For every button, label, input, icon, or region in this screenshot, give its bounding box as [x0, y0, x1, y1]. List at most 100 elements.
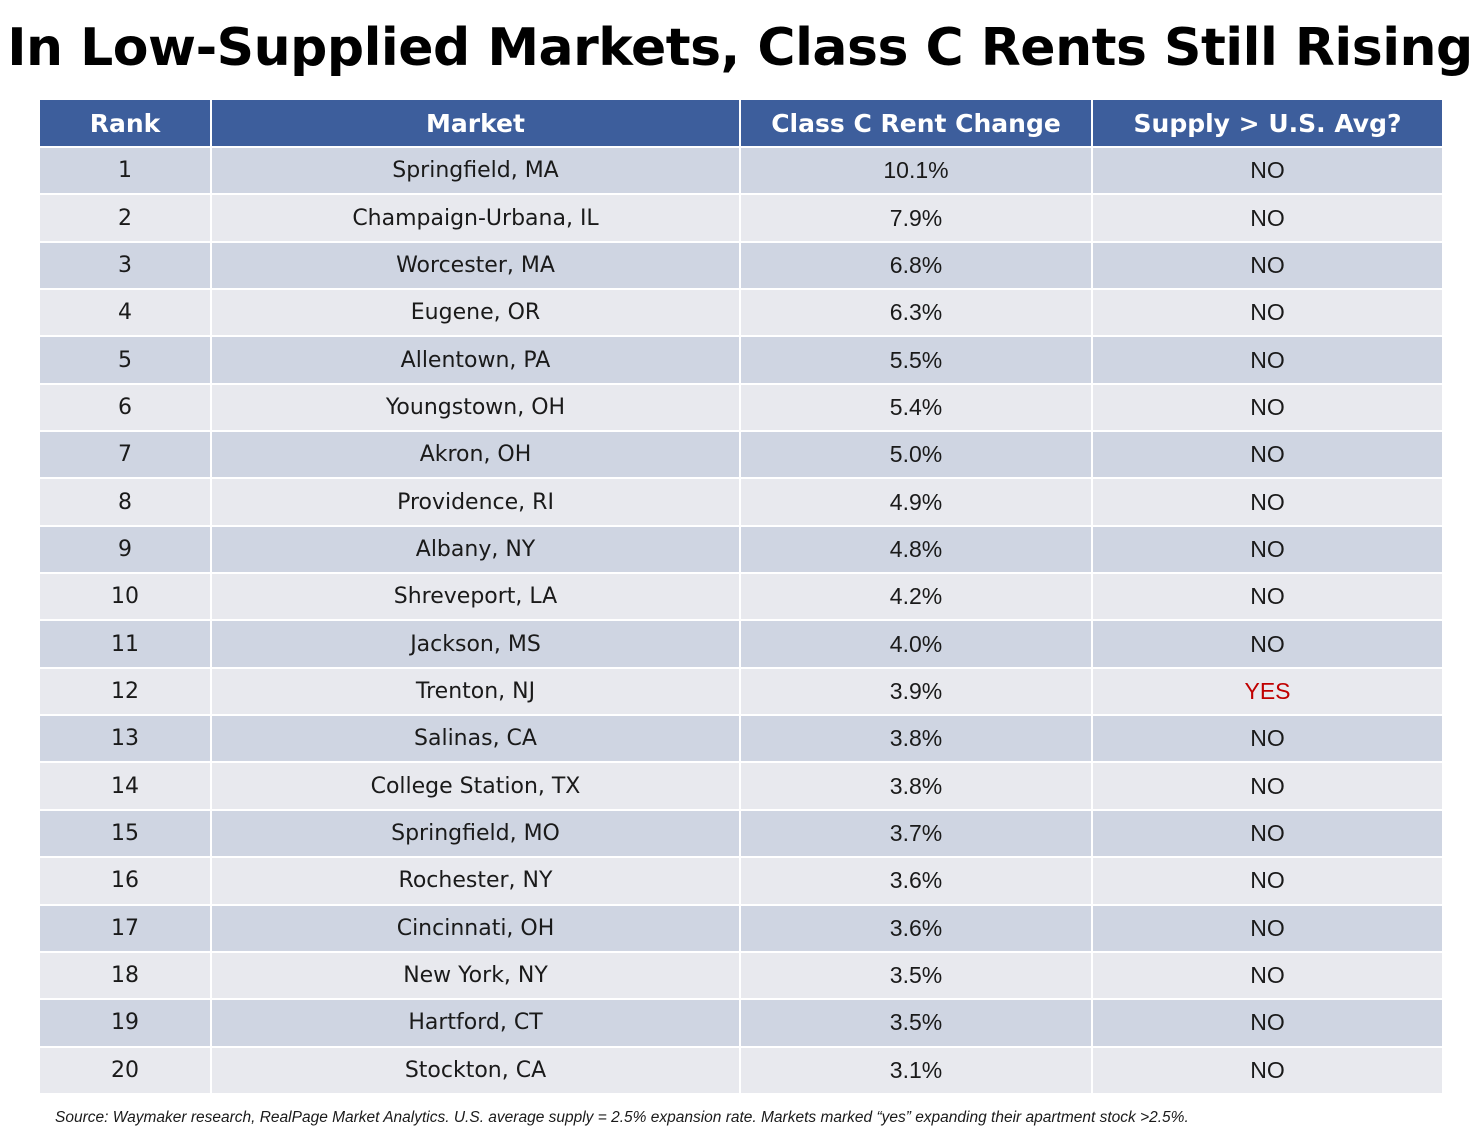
table-row: 4 Eugene, OR 6.3% NO [40, 290, 1442, 336]
rent-change-cell: 6.3% [741, 290, 1091, 336]
table-row: 20 Stockton, CA 3.1% NO [40, 1047, 1442, 1093]
market-cell: Rochester, NY [212, 858, 739, 904]
market-cell: Jackson, MS [212, 621, 739, 667]
table-row: 8 Providence, RI 4.9% NO [40, 479, 1442, 525]
page-title: In Low-Supplied Markets, Class C Rents S… [7, 18, 1473, 78]
rank-cell: 20 [40, 1047, 210, 1093]
table-row: 14 College Station, TX 3.8% NO [40, 763, 1442, 809]
market-cell: New York, NY [212, 952, 739, 999]
supply-cell: NO [1093, 337, 1442, 383]
table-row: 6 Youngstown, OH 5.4% NO [40, 384, 1442, 431]
market-cell: Trenton, NJ [212, 668, 739, 715]
market-cell: Albany, NY [212, 526, 739, 573]
rank-cell: 6 [40, 384, 210, 431]
rent-change-cell: 5.0% [741, 432, 1091, 478]
market-cell: Eugene, OR [212, 290, 739, 336]
table-row: 18 New York, NY 3.5% NO [40, 952, 1442, 999]
rent-change-cell: 5.5% [741, 337, 1091, 383]
table-row: 15 Springfield, MO 3.7% NO [40, 810, 1442, 857]
table-row: 11 Jackson, MS 4.0% NO [40, 621, 1442, 667]
rank-cell: 9 [40, 526, 210, 573]
market-cell: Cincinnati, OH [212, 905, 739, 951]
table-row: 10 Shreveport, LA 4.2% NO [40, 574, 1442, 620]
market-cell: Allentown, PA [212, 337, 739, 383]
rank-cell: 18 [40, 952, 210, 999]
rank-cell: 4 [40, 290, 210, 336]
supply-cell: NO [1093, 810, 1442, 857]
rent-change-cell: 3.5% [741, 1000, 1091, 1046]
supply-cell: YES [1093, 668, 1442, 715]
rent-change-cell: 4.9% [741, 479, 1091, 525]
rank-cell: 14 [40, 763, 210, 809]
rent-change-cell: 6.8% [741, 242, 1091, 289]
rent-change-cell: 4.8% [741, 526, 1091, 573]
rank-cell: 11 [40, 621, 210, 667]
market-cell: College Station, TX [212, 763, 739, 809]
market-cell: Hartford, CT [212, 1000, 739, 1046]
market-cell: Stockton, CA [212, 1047, 739, 1093]
rank-cell: 15 [40, 810, 210, 857]
supply-cell: NO [1093, 479, 1442, 525]
rent-change-cell: 3.9% [741, 668, 1091, 715]
rank-cell: 2 [40, 195, 210, 241]
rent-change-cell: 3.6% [741, 905, 1091, 951]
rank-cell: 1 [40, 148, 210, 194]
rank-cell: 10 [40, 574, 210, 620]
table-row: 1 Springfield, MA 10.1% NO [40, 148, 1442, 194]
supply-cell: NO [1093, 574, 1442, 620]
market-cell: Champaign-Urbana, IL [212, 195, 739, 241]
market-cell: Providence, RI [212, 479, 739, 525]
market-cell: Akron, OH [212, 432, 739, 478]
rank-cell: 13 [40, 716, 210, 762]
supply-cell: NO [1093, 384, 1442, 431]
header-supply: Supply > U.S. Avg? [1093, 100, 1442, 146]
rank-cell: 19 [40, 1000, 210, 1046]
rent-change-cell: 3.6% [741, 858, 1091, 904]
supply-cell: NO [1093, 716, 1442, 762]
supply-cell: NO [1093, 290, 1442, 336]
source-note: Source: Waymaker research, RealPage Mark… [55, 1109, 1189, 1126]
rank-cell: 8 [40, 479, 210, 525]
market-cell: Springfield, MO [212, 810, 739, 857]
table-row: 16 Rochester, NY 3.6% NO [40, 858, 1442, 904]
table-header-row: Rank Market Class C Rent Change Supply >… [40, 100, 1442, 146]
supply-cell: NO [1093, 1000, 1442, 1046]
rent-change-cell: 3.8% [741, 763, 1091, 809]
rent-change-cell: 4.2% [741, 574, 1091, 620]
table-row: 2 Champaign-Urbana, IL 7.9% NO [40, 195, 1442, 241]
header-market: Market [212, 100, 739, 146]
supply-cell: NO [1093, 195, 1442, 241]
rank-cell: 17 [40, 905, 210, 951]
rent-change-cell: 3.5% [741, 952, 1091, 999]
table-row: 3 Worcester, MA 6.8% NO [40, 242, 1442, 289]
table-row: 9 Albany, NY 4.8% NO [40, 526, 1442, 573]
table-row: 5 Allentown, PA 5.5% NO [40, 337, 1442, 383]
table-body: 1 Springfield, MA 10.1% NO 2 Champaign-Urbana… [40, 148, 1442, 1093]
rent-change-cell: 3.8% [741, 716, 1091, 762]
supply-cell: NO [1093, 763, 1442, 809]
market-rank-table: Rank Market Class C Rent Change Supply >… [38, 98, 1444, 1095]
supply-cell: NO [1093, 952, 1442, 999]
rank-cell: 3 [40, 242, 210, 289]
market-cell: Youngstown, OH [212, 384, 739, 431]
rank-cell: 12 [40, 668, 210, 715]
supply-cell: NO [1093, 526, 1442, 573]
rent-change-cell: 5.4% [741, 384, 1091, 431]
supply-cell: NO [1093, 621, 1442, 667]
header-rent-change: Class C Rent Change [741, 100, 1091, 146]
table-row: 13 Salinas, CA 3.8% NO [40, 716, 1442, 762]
market-cell: Shreveport, LA [212, 574, 739, 620]
supply-cell: NO [1093, 242, 1442, 289]
table-row: 17 Cincinnati, OH 3.6% NO [40, 905, 1442, 951]
rent-change-cell: 3.1% [741, 1047, 1091, 1093]
rent-change-cell: 10.1% [741, 148, 1091, 194]
market-cell: Worcester, MA [212, 242, 739, 289]
supply-cell: NO [1093, 858, 1442, 904]
market-cell: Springfield, MA [212, 148, 739, 194]
table-row: 7 Akron, OH 5.0% NO [40, 432, 1442, 478]
table-row: 12 Trenton, NJ 3.9% YES [40, 668, 1442, 715]
header-rank: Rank [40, 100, 210, 146]
rent-change-cell: 4.0% [741, 621, 1091, 667]
rank-cell: 7 [40, 432, 210, 478]
rent-change-cell: 7.9% [741, 195, 1091, 241]
